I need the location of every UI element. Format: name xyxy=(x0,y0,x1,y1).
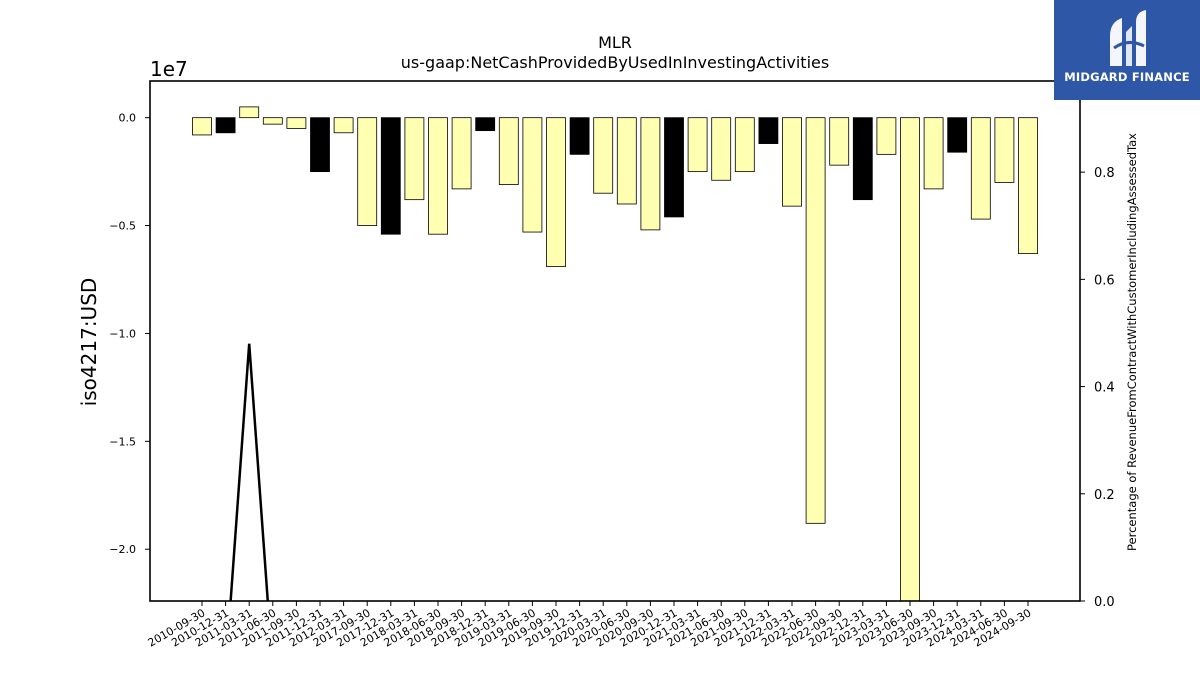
y-tick-label: −1.0 xyxy=(109,327,136,340)
bar-2022-03-31 xyxy=(782,117,802,207)
bar-2010-12-31 xyxy=(215,117,236,134)
bar-2023-03-31 xyxy=(876,117,897,155)
bar-2011-06-30 xyxy=(262,117,283,125)
bar-2010-09-30 xyxy=(192,117,212,136)
chart-title: MLR xyxy=(598,33,632,52)
bar-2020-09-30 xyxy=(640,117,661,231)
bar-2023-12-31 xyxy=(947,117,968,153)
bar-2017-09-30 xyxy=(357,117,378,226)
bar-2022-09-30 xyxy=(829,117,850,166)
bar-2021-06-30 xyxy=(711,117,732,181)
bar-2019-12-31 xyxy=(569,117,590,155)
bar-2023-09-30 xyxy=(923,117,944,190)
chart-subtitle: us-gaap:NetCashProvidedByUsedInInvesting… xyxy=(401,53,829,72)
bar-2019-06-30 xyxy=(522,117,543,233)
bar-2024-09-30 xyxy=(1018,117,1038,255)
line-series xyxy=(229,343,270,601)
bar-2011-09-30 xyxy=(286,117,307,129)
y-offset-label: 1e7 xyxy=(150,57,188,81)
bar-2018-09-30 xyxy=(451,117,472,190)
bar-2021-03-31 xyxy=(687,117,708,173)
y-axis-label: iso4217:USD xyxy=(77,278,101,407)
y-tick-label: −1.5 xyxy=(109,435,136,448)
y2-tick-label: 0.0 xyxy=(1094,595,1115,610)
bar-2011-12-31 xyxy=(310,117,330,173)
y2-tick-label: 0.4 xyxy=(1094,381,1115,396)
logo-mark-icon xyxy=(1110,10,1146,66)
bar-2024-06-30 xyxy=(994,117,1015,183)
y-tick-label: −0.5 xyxy=(109,220,136,233)
y2-axis-label: Percentage of RevenueFromContractWithCus… xyxy=(1125,133,1139,551)
bar-2022-06-30 xyxy=(805,117,826,524)
bar-2018-03-31 xyxy=(404,117,425,201)
bar-2023-06-30 xyxy=(900,117,920,601)
logo-text: MIDGARD FINANCE xyxy=(1064,70,1190,84)
bar-2021-12-31 xyxy=(758,117,779,144)
y2-tick-label: 0.6 xyxy=(1094,273,1115,288)
y2-tick-label: 0.2 xyxy=(1094,488,1115,503)
bar-2022-12-31 xyxy=(852,117,873,201)
bar-2012-03-31 xyxy=(333,117,354,134)
y-tick-label: 0.0 xyxy=(119,112,137,125)
bar-2019-03-31 xyxy=(498,117,519,185)
bar-2020-12-31 xyxy=(664,117,684,218)
bar-2020-03-31 xyxy=(593,117,614,194)
y-tick-label: −2.0 xyxy=(109,543,136,556)
bar-2018-06-30 xyxy=(428,117,448,235)
y2-tick-label: 0.8 xyxy=(1094,166,1115,181)
bar-2021-09-30 xyxy=(734,117,755,173)
bar-2011-03-31 xyxy=(239,106,260,119)
bar-2019-09-30 xyxy=(546,117,566,267)
brand-logo: MIDGARD FINANCE xyxy=(1054,0,1200,100)
bar-2020-06-30 xyxy=(616,117,637,205)
bar-2017-12-31 xyxy=(380,117,401,235)
bar-2018-12-31 xyxy=(475,117,496,132)
bar-2024-03-31 xyxy=(970,117,991,220)
plot-frame xyxy=(149,80,1081,602)
